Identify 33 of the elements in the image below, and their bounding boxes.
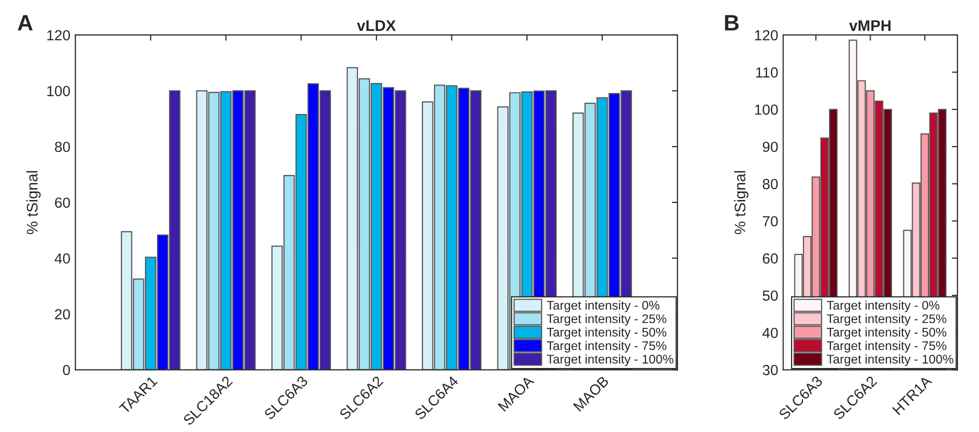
legend-label: Target intensity - 25% [546,314,666,326]
y-tick-label: 120 [47,30,70,40]
y-axis-title: % tSignal [734,171,748,234]
y-tick-label: 40 [762,328,778,338]
y-tick-label: 120 [755,30,778,40]
y-tick-label: 20 [55,309,70,320]
y-tick-label: 50 [762,290,778,301]
legend-label: Target intensity - 25% [826,314,946,326]
legend-label: Target intensity - 0% [546,300,660,312]
y-tick-label: 60 [55,197,70,208]
chart-title: vLDX [356,20,396,31]
y-tick-label: 100 [755,104,778,115]
legend-label: Target intensity - 0% [826,300,940,312]
y-tick-label: 70 [762,216,778,226]
legend-label: Target intensity - 100% [546,354,674,366]
legend-label: Target intensity - 50% [546,327,666,340]
y-tick-label: 60 [762,253,778,264]
legend-label: Target intensity - 75% [546,340,666,353]
y-tick-label: 90 [762,142,778,152]
legend-label: Target intensity - 50% [826,327,946,340]
y-tick-label: 110 [756,67,778,78]
y-tick-label: 80 [762,178,778,190]
legend-label: Target intensity - 100% [826,354,954,366]
y-tick-label: 100 [47,86,70,96]
text: A [18,15,33,30]
chart-title: vMPH [849,20,891,31]
y-tick-label: 0 [62,364,70,376]
legend-label: Target intensity - 75% [826,340,946,353]
y-tick-label: 80 [54,142,70,152]
text: B [725,15,739,30]
y-tick-label: 30 [762,364,778,376]
y-tick-label: 40 [54,253,70,264]
y-axis-title: % tSignal [26,171,41,234]
